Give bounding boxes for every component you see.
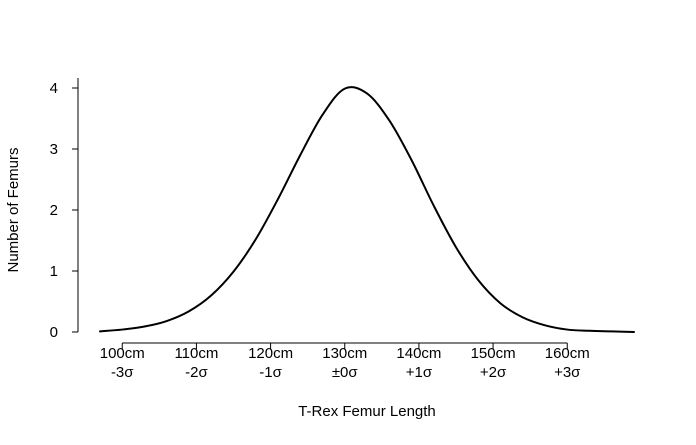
y-axis-title: Number of Femurs bbox=[5, 147, 22, 272]
x-tick-label: 110cm bbox=[174, 345, 218, 362]
x-tick-label: 130cm bbox=[322, 345, 367, 362]
x-tick-sigma-label: -2σ bbox=[185, 364, 208, 381]
x-tick-label: 100cm bbox=[100, 345, 145, 362]
x-tick-sigma-label: -1σ bbox=[259, 364, 282, 381]
x-tick-sigma-label: -3σ bbox=[111, 364, 134, 381]
x-tick-sigma-label: +3σ bbox=[554, 364, 581, 381]
x-tick-sigma-label: ±0σ bbox=[332, 364, 359, 381]
y-tick-label: 4 bbox=[50, 80, 58, 97]
plot-area bbox=[99, 86, 635, 333]
y-tick-label: 1 bbox=[50, 263, 58, 280]
distribution-curve bbox=[99, 86, 635, 333]
y-axis: 0 1 2 3 4 bbox=[50, 78, 79, 341]
y-tick-label: 0 bbox=[50, 324, 58, 341]
x-tick-sigma-label: +1σ bbox=[406, 364, 433, 381]
x-tick-label: 120cm bbox=[248, 345, 293, 362]
x-tick-label: 140cm bbox=[396, 345, 441, 362]
x-tick-sigma-label: +2σ bbox=[480, 364, 507, 381]
x-tick-label: 150cm bbox=[471, 345, 516, 362]
y-tick-label: 3 bbox=[50, 141, 58, 158]
y-tick-label: 2 bbox=[50, 202, 58, 219]
x-tick-label: 160cm bbox=[545, 345, 590, 362]
x-axis: 100cm -3σ 110cm -2σ 120cm -1σ 130cm ±0σ 140cm +1σ… bbox=[100, 342, 590, 381]
x-axis-title: T-Rex Femur Length bbox=[298, 403, 436, 420]
